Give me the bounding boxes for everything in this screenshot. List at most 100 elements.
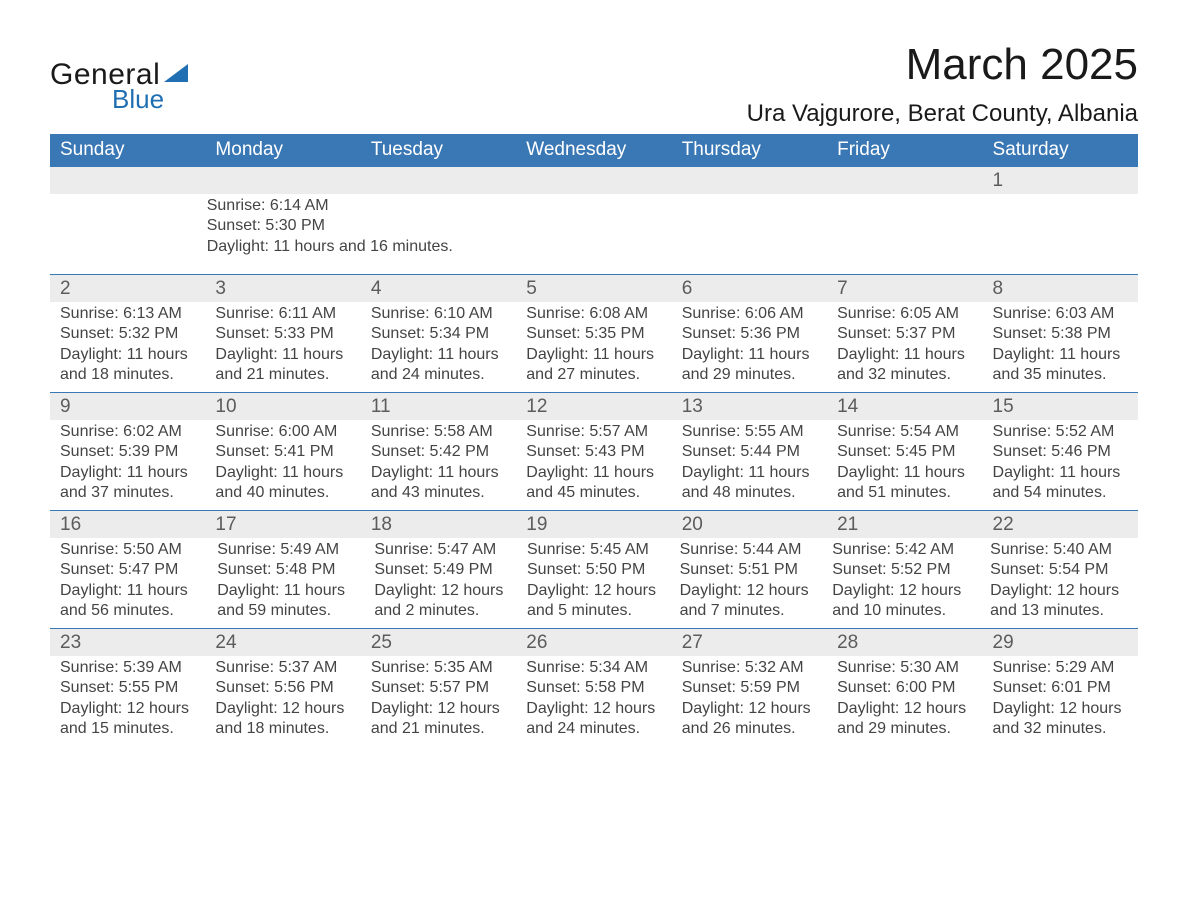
day-details: Sunrise: 6:14 AMSunset: 5:30 PMDaylight:… — [197, 194, 463, 263]
day-details: Sunrise: 6:13 AMSunset: 5:32 PMDaylight:… — [50, 302, 205, 392]
day-number: 6 — [672, 275, 827, 302]
day-details: Sunrise: 6:11 AMSunset: 5:33 PMDaylight:… — [205, 302, 360, 392]
sunrise-line: Sunrise: 5:30 AM — [837, 658, 972, 678]
daylight-line: Daylight: 11 hours and 43 minutes. — [371, 463, 506, 504]
day-details — [123, 194, 147, 274]
daylight-line: Daylight: 11 hours and 24 minutes. — [371, 345, 506, 386]
day-number: 26 — [516, 629, 671, 656]
day-number: 19 — [516, 511, 671, 538]
day-details: Sunrise: 5:42 AMSunset: 5:52 PMDaylight:… — [822, 538, 980, 628]
daylight-line: Daylight: 11 hours and 54 minutes. — [993, 463, 1128, 504]
week-2-data-row: Sunrise: 6:02 AMSunset: 5:39 PMDaylight:… — [50, 420, 1138, 510]
daylight-line: Daylight: 12 hours and 29 minutes. — [837, 699, 972, 740]
day-number: 11 — [361, 393, 516, 420]
sunrise-line: Sunrise: 5:37 AM — [215, 658, 350, 678]
sunset-line: Sunset: 5:57 PM — [371, 678, 506, 698]
daylight-line: Daylight: 12 hours and 15 minutes. — [60, 699, 195, 740]
day-number: 7 — [827, 275, 982, 302]
sunrise-line: Sunrise: 6:10 AM — [371, 304, 506, 324]
sunrise-line: Sunrise: 6:06 AM — [682, 304, 817, 324]
day-number: 15 — [983, 393, 1138, 420]
sunrise-line: Sunrise: 5:32 AM — [682, 658, 817, 678]
calendar-header-row: SundayMondayTuesdayWednesdayThursdayFrid… — [50, 134, 1138, 166]
day-details: Sunrise: 6:10 AMSunset: 5:34 PMDaylight:… — [361, 302, 516, 392]
day-details: Sunrise: 5:52 AMSunset: 5:46 PMDaylight:… — [983, 420, 1138, 510]
day-details: Sunrise: 5:50 AMSunset: 5:47 PMDaylight:… — [50, 538, 207, 628]
day-details — [74, 194, 98, 274]
day-number: 14 — [827, 393, 982, 420]
day-details — [172, 194, 196, 274]
day-details: Sunrise: 6:03 AMSunset: 5:38 PMDaylight:… — [983, 302, 1138, 392]
day-number — [672, 167, 827, 194]
day-number: 12 — [516, 393, 671, 420]
weekday-header-sunday: Sunday — [50, 134, 205, 166]
day-number: 25 — [361, 629, 516, 656]
week-2-daynum-row: 9101112131415 — [50, 392, 1138, 420]
week-1-data-row: Sunrise: 6:13 AMSunset: 5:32 PMDaylight:… — [50, 302, 1138, 392]
sunrise-line: Sunrise: 5:35 AM — [371, 658, 506, 678]
daylight-line: Daylight: 11 hours and 51 minutes. — [837, 463, 972, 504]
day-details: Sunrise: 5:54 AMSunset: 5:45 PMDaylight:… — [827, 420, 982, 510]
daylight-line: Daylight: 11 hours and 27 minutes. — [526, 345, 661, 386]
day-details: Sunrise: 5:32 AMSunset: 5:59 PMDaylight:… — [672, 656, 827, 746]
sunset-line: Sunset: 5:43 PM — [526, 442, 661, 462]
daylight-line: Daylight: 12 hours and 7 minutes. — [680, 581, 813, 622]
day-details: Sunrise: 6:06 AMSunset: 5:36 PMDaylight:… — [672, 302, 827, 392]
week-4-data-row: Sunrise: 5:39 AMSunset: 5:55 PMDaylight:… — [50, 656, 1138, 746]
sunset-line: Sunset: 5:50 PM — [527, 560, 660, 580]
day-number — [361, 167, 516, 194]
day-details: Sunrise: 6:02 AMSunset: 5:39 PMDaylight:… — [50, 420, 205, 510]
sunset-line: Sunset: 5:45 PM — [837, 442, 972, 462]
day-number: 2 — [50, 275, 205, 302]
daylight-line: Daylight: 11 hours and 48 minutes. — [682, 463, 817, 504]
daylight-line: Daylight: 12 hours and 32 minutes. — [993, 699, 1128, 740]
day-number: 4 — [361, 275, 516, 302]
daylight-line: Daylight: 12 hours and 21 minutes. — [371, 699, 506, 740]
day-details: Sunrise: 5:37 AMSunset: 5:56 PMDaylight:… — [205, 656, 360, 746]
sunset-line: Sunset: 5:33 PM — [215, 324, 350, 344]
daylight-line: Daylight: 12 hours and 13 minutes. — [990, 581, 1128, 622]
sunrise-line: Sunrise: 5:45 AM — [527, 540, 660, 560]
sunrise-line: Sunrise: 6:08 AM — [526, 304, 661, 324]
sunset-line: Sunset: 5:38 PM — [993, 324, 1128, 344]
sunset-line: Sunset: 5:30 PM — [207, 216, 453, 236]
sunrise-line: Sunrise: 5:40 AM — [990, 540, 1128, 560]
sunset-line: Sunset: 5:35 PM — [526, 324, 661, 344]
logo-triangle-icon — [164, 64, 188, 82]
sunrise-line: Sunrise: 5:47 AM — [374, 540, 507, 560]
day-number: 3 — [205, 275, 360, 302]
sunset-line: Sunset: 5:54 PM — [990, 560, 1128, 580]
day-number: 5 — [516, 275, 671, 302]
day-details: Sunrise: 5:47 AMSunset: 5:49 PMDaylight:… — [364, 538, 517, 628]
calendar: SundayMondayTuesdayWednesdayThursdayFrid… — [50, 134, 1138, 746]
daylight-line: Daylight: 11 hours and 37 minutes. — [60, 463, 195, 504]
daylight-line: Daylight: 11 hours and 56 minutes. — [60, 581, 197, 622]
logo: General Blue — [50, 40, 188, 115]
day-details: Sunrise: 5:55 AMSunset: 5:44 PMDaylight:… — [672, 420, 827, 510]
day-details: Sunrise: 5:30 AMSunset: 6:00 PMDaylight:… — [827, 656, 982, 746]
day-details: Sunrise: 5:39 AMSunset: 5:55 PMDaylight:… — [50, 656, 205, 746]
daylight-line: Daylight: 12 hours and 26 minutes. — [682, 699, 817, 740]
day-details: Sunrise: 5:34 AMSunset: 5:58 PMDaylight:… — [516, 656, 671, 746]
day-number — [205, 167, 360, 194]
day-details: Sunrise: 6:05 AMSunset: 5:37 PMDaylight:… — [827, 302, 982, 392]
sunset-line: Sunset: 5:48 PM — [217, 560, 354, 580]
sunrise-line: Sunrise: 5:29 AM — [993, 658, 1128, 678]
week-1-daynum-row: 2345678 — [50, 274, 1138, 302]
sunset-line: Sunset: 5:49 PM — [374, 560, 507, 580]
sunrise-line: Sunrise: 5:54 AM — [837, 422, 972, 442]
daylight-line: Daylight: 11 hours and 59 minutes. — [217, 581, 354, 622]
sunset-line: Sunset: 5:46 PM — [993, 442, 1128, 462]
sunset-line: Sunset: 5:52 PM — [832, 560, 970, 580]
sunset-line: Sunset: 5:34 PM — [371, 324, 506, 344]
weekday-header-wednesday: Wednesday — [516, 134, 671, 166]
daylight-line: Daylight: 11 hours and 32 minutes. — [837, 345, 972, 386]
weekday-header-saturday: Saturday — [983, 134, 1138, 166]
daylight-line: Daylight: 12 hours and 18 minutes. — [215, 699, 350, 740]
sunrise-line: Sunrise: 5:57 AM — [526, 422, 661, 442]
sunrise-line: Sunrise: 6:11 AM — [215, 304, 350, 324]
daylight-line: Daylight: 12 hours and 10 minutes. — [832, 581, 970, 622]
sunset-line: Sunset: 5:42 PM — [371, 442, 506, 462]
day-details: Sunrise: 5:57 AMSunset: 5:43 PMDaylight:… — [516, 420, 671, 510]
day-number: 24 — [205, 629, 360, 656]
